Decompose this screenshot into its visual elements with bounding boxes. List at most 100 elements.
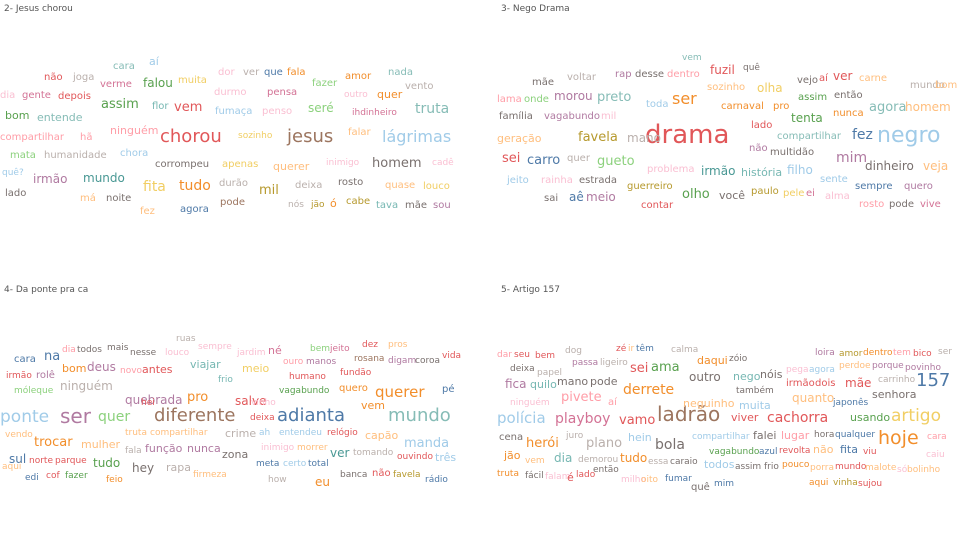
word-aê: aê <box>569 189 584 204</box>
word-digam: digam <box>388 356 417 367</box>
word-vive: vive <box>920 198 941 210</box>
word-tomando: tomando <box>353 448 394 459</box>
word-onde: onde <box>524 93 549 105</box>
word-inimigo: inimigo <box>326 158 360 169</box>
word-ninguém: ninguém <box>110 123 159 137</box>
word-japonês: japonês <box>833 398 869 409</box>
word-né: né <box>268 343 282 357</box>
word-querer: querer <box>375 383 425 402</box>
word-jão: jão <box>311 200 325 211</box>
word-perdoe: perdoe <box>839 361 871 372</box>
word-novo: novo <box>120 366 143 377</box>
word-rosana: rosana <box>354 354 385 365</box>
word-dor: dor <box>218 66 235 78</box>
word-parque: parque <box>55 456 87 467</box>
word-vagabundo: vagabundo <box>544 110 601 122</box>
word-sempre: sempre <box>855 180 893 192</box>
panel-title: 2- Jesus chorou <box>4 4 73 14</box>
word-rolê: rolê <box>36 369 55 381</box>
word-bico: bico <box>913 349 932 360</box>
word-carnaval: carnaval <box>721 100 764 112</box>
word-móleque: móleque <box>14 386 54 397</box>
word-ouro: ouro <box>283 357 304 368</box>
word-sul: sul <box>9 451 27 466</box>
word-cloud-da-ponte-pra-ca: diferente adianta mundo ponte ser quer querer p… <box>0 281 480 551</box>
word-olho: olho <box>682 186 710 202</box>
word-fica: fica <box>505 376 527 391</box>
word-que: que <box>264 66 283 78</box>
word-contar: contar <box>641 199 674 211</box>
word-muita: muita <box>739 398 771 412</box>
word-ama: ama <box>651 359 680 375</box>
word-cara: cara <box>14 353 36 365</box>
word-jeito: jeito <box>330 344 350 355</box>
word-quero: quero <box>904 180 933 192</box>
word-família: família <box>499 110 533 122</box>
word-tudo: tudo <box>93 455 121 470</box>
word-toda: toda <box>646 98 669 110</box>
word-aí: aí <box>149 54 159 68</box>
word-rapa: rapa <box>166 460 191 474</box>
word-ir: ir <box>628 344 635 355</box>
word-bom: bom <box>935 79 958 91</box>
word-meta: meta <box>256 459 280 470</box>
word-preto: preto <box>597 89 632 105</box>
word-rap: rap <box>615 68 632 80</box>
word-morrer: morrer <box>297 443 328 454</box>
word-truta: truta <box>497 469 519 480</box>
word-norte: norte <box>29 456 53 467</box>
word-frio: frio <box>764 462 779 473</box>
word-trocar: trocar <box>34 434 73 450</box>
word-ruas: ruas <box>176 334 196 345</box>
panel-title: 4- Da ponte pra ca <box>4 285 89 295</box>
word-querer: querer <box>273 159 310 173</box>
word-nada: nada <box>388 66 413 78</box>
word-carro: carro <box>527 152 561 168</box>
word-louco: louco <box>165 348 190 359</box>
word-fumaça: fumaça <box>215 105 253 117</box>
word-fita: fita <box>840 442 858 456</box>
word-nunca: nunca <box>187 441 221 455</box>
word-nego: nego <box>733 369 761 383</box>
word-guerreiro: guerreiro <box>627 180 673 192</box>
word-entende: entende <box>37 110 83 124</box>
word-mais: mais <box>107 343 129 354</box>
word-dentro: dentro <box>863 348 893 359</box>
word-bom: bom <box>5 108 30 122</box>
word-agora: agora <box>869 99 907 115</box>
word-história: história <box>741 165 783 179</box>
word-então: então <box>834 89 863 101</box>
word-pensa: pensa <box>267 86 298 98</box>
word-vejo: vejo <box>797 74 818 86</box>
word-nóis: nóis <box>760 367 783 381</box>
word-homem: homem <box>905 99 951 114</box>
word-milho: milho <box>621 475 646 486</box>
word-lado: lado <box>5 187 27 199</box>
word-ser: ser <box>60 404 91 428</box>
word-ihdinheiro: ihdinheiro <box>352 108 397 119</box>
word-cloud-artigo-157: ladrão polícia playboy vamo artigo hoje 157 piv… <box>497 281 960 551</box>
word-mãe: mãe <box>405 199 428 211</box>
word-lágrimas: lágrimas <box>382 127 452 147</box>
word-zóio: zóio <box>729 354 748 365</box>
word-vamo: vamo <box>619 412 656 428</box>
word-mata: mata <box>10 149 36 161</box>
word-quê-: quê? <box>2 168 24 179</box>
word-hoje: hoje <box>878 426 919 449</box>
word-sozinho: sozinho <box>238 131 273 142</box>
word-dia: dia <box>0 89 16 101</box>
word-157: 157 <box>916 369 951 391</box>
word-polícia: polícia <box>497 409 546 428</box>
word-bem: bem <box>310 344 331 355</box>
word-durão: durão <box>219 177 249 189</box>
word-dois: dois <box>815 377 836 389</box>
word-sei: sei <box>630 360 649 376</box>
word-quilo: quilo <box>530 377 557 391</box>
panel-da-ponte-pra-ca: 4- Da ponte pra ca diferente adianta mundo… <box>0 281 480 551</box>
word-quero: quero <box>339 382 368 394</box>
word-herói: herói <box>526 435 559 451</box>
word-capão: capão <box>365 428 399 442</box>
word-pé: pé <box>442 383 455 395</box>
word-neguinho: neguinho <box>683 396 735 410</box>
word-falar: falar <box>348 126 371 138</box>
